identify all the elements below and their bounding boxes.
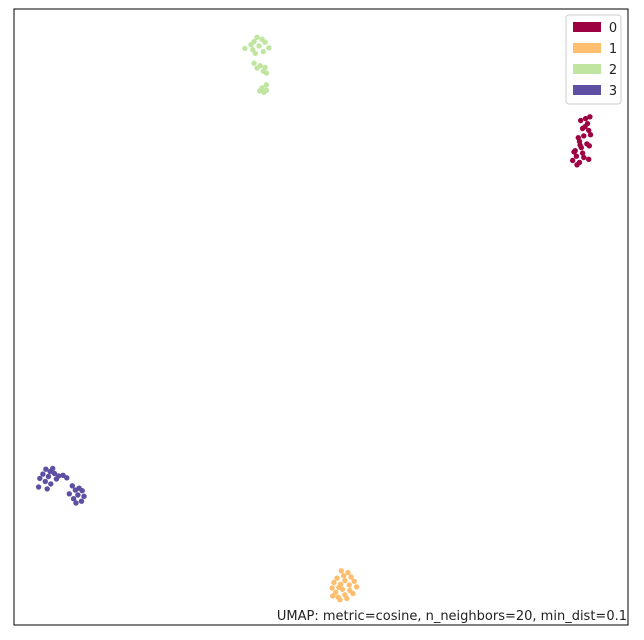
point-class-0-0 [582, 115, 589, 122]
point-class-3-15 [69, 483, 76, 489]
point-class-1-1 [345, 569, 351, 576]
point-class-0-11 [586, 143, 592, 149]
legend-label-3: 3 [609, 84, 617, 99]
point-class-0-16 [570, 157, 576, 164]
point-class-0-20 [571, 149, 577, 155]
point-class-0-13 [579, 150, 586, 156]
point-class-0-6 [581, 133, 587, 139]
point-class-3-13 [35, 484, 42, 490]
legend-label-0: 0 [609, 21, 617, 36]
point-class-1-21 [336, 584, 342, 591]
point-class-2-4 [248, 42, 254, 48]
point-class-1-4 [334, 575, 340, 581]
points-layer [35, 34, 594, 603]
point-class-2-9 [260, 48, 266, 55]
point-class-3-19 [66, 491, 73, 497]
point-class-2-10 [252, 50, 258, 57]
point-class-3-24 [73, 500, 79, 506]
point-class-1-0 [338, 568, 344, 574]
point-class-3-2 [47, 468, 53, 475]
point-class-1-9 [346, 582, 352, 588]
point-class-3-11 [42, 478, 48, 485]
point-class-0-15 [581, 154, 587, 161]
point-class-2-21 [261, 89, 267, 95]
point-class-0-23 [582, 124, 588, 130]
point-class-2-3 [262, 39, 268, 45]
point-class-0-2 [578, 117, 584, 124]
point-class-2-20 [256, 88, 263, 94]
legend-swatch-2 [573, 64, 601, 74]
legend: 0 1 2 3 [565, 14, 622, 105]
point-class-1-7 [331, 579, 337, 586]
legend-label-1: 1 [609, 42, 617, 57]
point-class-0-14 [573, 153, 580, 159]
point-class-1-20 [350, 590, 356, 597]
legend-items: 0 1 2 3 [573, 21, 617, 99]
point-class-3-6 [45, 473, 52, 480]
point-class-0-5 [586, 127, 592, 134]
point-class-1-2 [341, 573, 347, 579]
point-class-1-3 [348, 574, 354, 580]
point-class-1-5 [342, 577, 348, 584]
point-class-2-16 [263, 70, 270, 76]
point-class-3-21 [81, 493, 87, 499]
point-class-2-17 [263, 82, 270, 88]
point-class-1-18 [330, 593, 336, 599]
point-class-1-14 [333, 589, 339, 596]
plot-background [14, 9, 628, 625]
point-class-3-22 [70, 496, 77, 502]
point-class-1-19 [337, 597, 343, 603]
point-class-3-18 [79, 488, 85, 494]
point-class-3-23 [78, 498, 85, 504]
point-class-3-17 [72, 487, 79, 493]
point-class-2-7 [242, 45, 248, 52]
point-class-0-18 [586, 156, 592, 162]
point-class-2-0 [254, 34, 260, 40]
point-class-2-5 [256, 43, 262, 49]
point-class-1-17 [344, 595, 350, 602]
umap-params-annotation: UMAP: metric=cosine, n_neighbors=20, min… [277, 609, 627, 624]
point-class-3-4 [51, 470, 58, 477]
point-class-0-1 [587, 114, 593, 120]
point-class-3-3 [40, 471, 46, 477]
plot-frame [13, 8, 629, 626]
legend-label-2: 2 [609, 63, 617, 78]
point-class-0-22 [577, 142, 583, 148]
legend-swatch-3 [573, 85, 601, 95]
point-class-2-6 [266, 45, 272, 51]
legend-box [565, 14, 622, 105]
point-class-3-12 [48, 481, 54, 487]
point-class-3-0 [43, 466, 49, 472]
point-class-1-10 [353, 584, 360, 590]
legend-swatch-1 [573, 43, 601, 53]
point-class-3-10 [64, 475, 70, 481]
point-class-3-9 [53, 476, 60, 482]
point-class-0-19 [574, 162, 580, 168]
point-class-1-11 [329, 585, 335, 591]
point-class-2-13 [254, 65, 260, 71]
point-class-0-21 [587, 132, 594, 138]
point-class-3-8 [37, 475, 43, 482]
point-class-2-11 [251, 60, 257, 66]
point-class-1-6 [351, 578, 357, 584]
point-class-3-20 [75, 492, 81, 498]
point-class-3-14 [44, 486, 50, 492]
legend-swatch-0 [573, 22, 601, 32]
